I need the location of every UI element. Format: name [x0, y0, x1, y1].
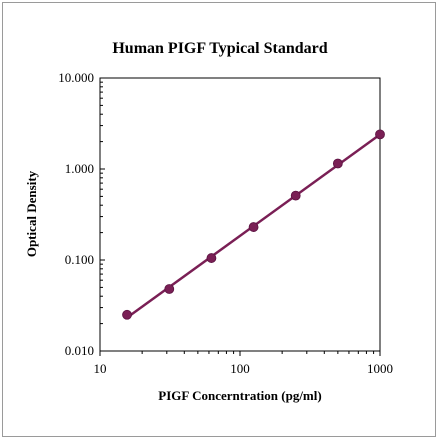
y-axis-title: Optical Density — [24, 170, 39, 257]
data-point-0 — [122, 309, 132, 320]
x-tick-label-0: 10 — [94, 361, 107, 376]
data-point-6 — [375, 129, 385, 140]
x-tick-label-2: 1000 — [367, 361, 393, 376]
data-point-5 — [332, 158, 343, 169]
data-point-1 — [164, 284, 175, 294]
y-tick-label-0: 10.000 — [58, 70, 94, 85]
y-tick-label-3: 0.010 — [65, 343, 94, 358]
chart-title: Human PIGF Typical Standard — [112, 40, 328, 57]
data-point-2 — [206, 253, 217, 263]
x-axis-title: PIGF Concerntration (pg/ml) — [158, 388, 321, 403]
data-point-4 — [290, 190, 301, 201]
data-point-3 — [248, 222, 259, 232]
y-tick-label-1: 1.000 — [65, 161, 94, 176]
chart-frame — [2, 2, 436, 437]
y-tick-label-2: 0.100 — [65, 252, 94, 267]
x-tick-label-1: 100 — [230, 361, 250, 376]
plot-area — [99, 77, 381, 352]
